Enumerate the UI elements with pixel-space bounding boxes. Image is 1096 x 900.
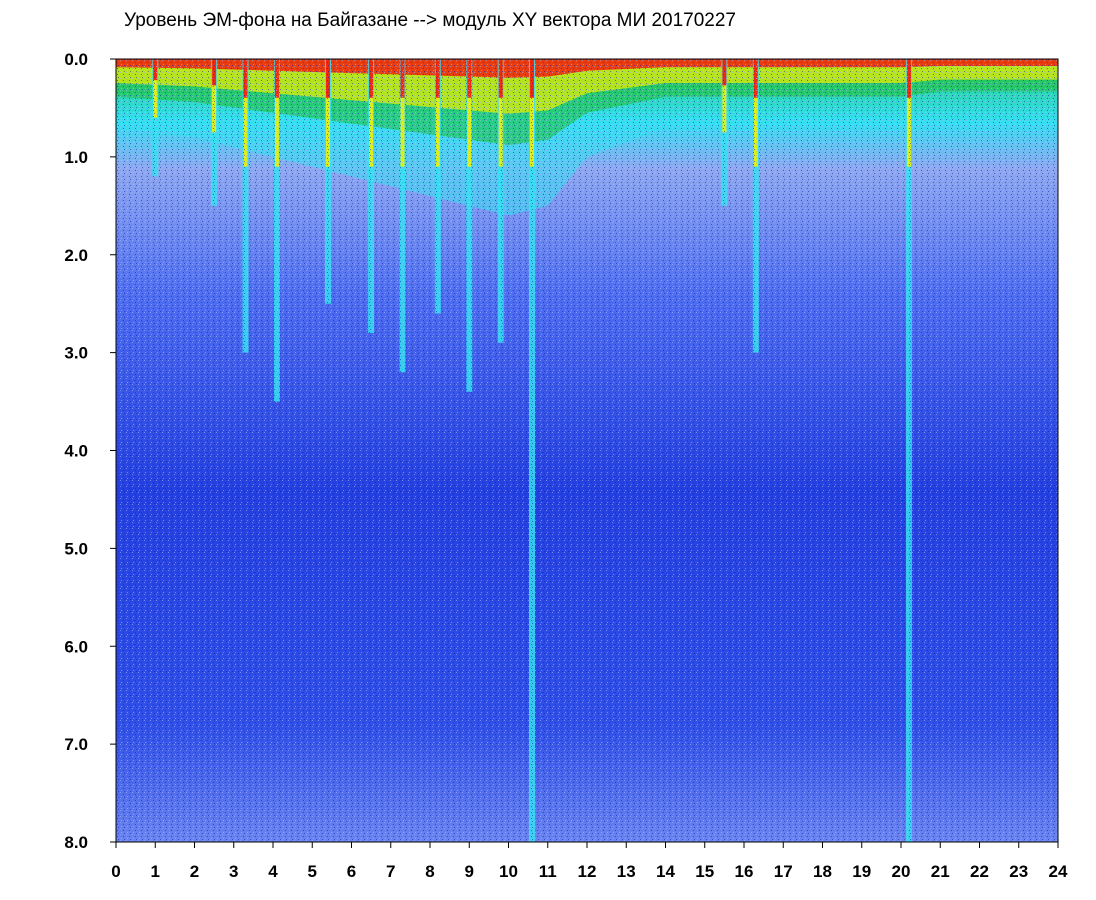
x-tick-label: 1 xyxy=(151,862,160,881)
x-tick-label: 5 xyxy=(308,862,317,881)
x-tick-label: 10 xyxy=(499,862,518,881)
x-tick-label: 4 xyxy=(268,862,278,881)
x-tick-label: 6 xyxy=(347,862,356,881)
x-axis: 0 1 2 3 4 5 6 7 8 9 10 11 12 13 14 15 16 17 18 19 20 21 22 23 24 xyxy=(111,842,1068,881)
x-tick-label: 11 xyxy=(539,862,557,881)
y-tick-label: 5.0 xyxy=(64,539,88,558)
x-tick-label: 0 xyxy=(111,862,120,881)
x-tick-label: 17 xyxy=(774,862,793,881)
x-tick-label: 14 xyxy=(656,862,675,881)
y-tick-label: 7.0 xyxy=(64,735,88,754)
x-tick-label: 23 xyxy=(1009,862,1028,881)
x-tick-label: 2 xyxy=(190,862,199,881)
chart-title: Уровень ЭМ-фона на Байгазане --> модуль … xyxy=(124,10,736,31)
y-tick-label: 4.0 xyxy=(64,442,88,461)
x-tick-label: 13 xyxy=(617,862,636,881)
y-tick-label: 0.0 xyxy=(64,50,88,69)
plot-area xyxy=(115,58,1059,843)
y-tick-label: 1.0 xyxy=(64,148,88,167)
x-tick-label: 12 xyxy=(578,862,597,881)
y-tick-label: 8.0 xyxy=(64,833,88,852)
plot-noise xyxy=(116,59,1058,842)
x-tick-label: 3 xyxy=(229,862,238,881)
x-tick-label: 21 xyxy=(931,862,950,881)
y-tick-label: 6.0 xyxy=(64,637,88,656)
y-axis: 0.0 1.0 2.0 3.0 4.0 5.0 6.0 7.0 8.0 xyxy=(64,50,116,852)
x-tick-label: 24 xyxy=(1049,862,1068,881)
x-tick-label: 15 xyxy=(695,862,714,881)
x-tick-label: 8 xyxy=(425,862,434,881)
x-tick-label: 7 xyxy=(386,862,395,881)
x-tick-label: 20 xyxy=(892,862,911,881)
y-tick-label: 3.0 xyxy=(64,344,88,363)
x-tick-label: 9 xyxy=(465,862,474,881)
y-tick-label: 2.0 xyxy=(64,246,88,265)
x-tick-label: 19 xyxy=(852,862,871,881)
x-tick-label: 18 xyxy=(813,862,832,881)
x-tick-label: 16 xyxy=(735,862,754,881)
x-tick-label: 22 xyxy=(970,862,989,881)
